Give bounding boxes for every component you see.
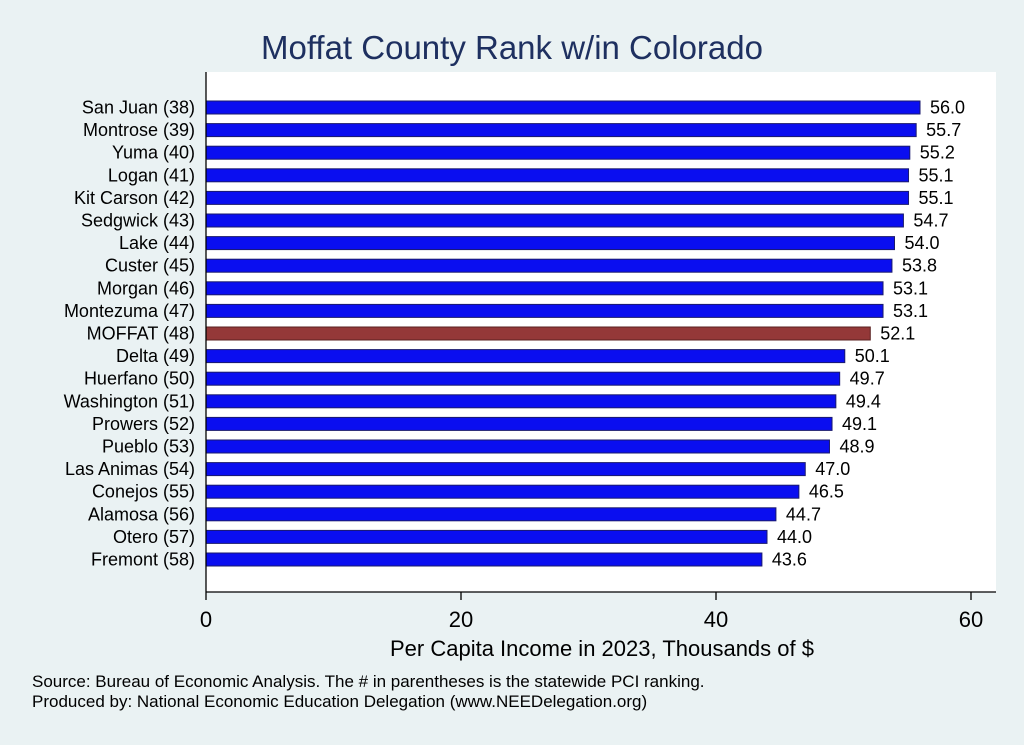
x-tick-label: 0: [200, 607, 212, 632]
category-label: Montezuma (47): [64, 301, 195, 321]
category-label: Alamosa (56): [88, 504, 195, 524]
value-label: 52.1: [880, 324, 915, 344]
category-label: Pueblo (53): [102, 437, 195, 457]
category-label: Yuma (40): [112, 143, 195, 163]
category-label: Conejos (55): [92, 482, 195, 502]
value-label: 44.0: [777, 527, 812, 547]
value-label: 55.2: [920, 143, 955, 163]
category-label: Sedgwick (43): [81, 211, 195, 231]
produced-by-note: Produced by: National Economic Education…: [32, 692, 648, 711]
value-label: 55.1: [919, 165, 954, 185]
x-axis-label: Per Capita Income in 2023, Thousands of …: [390, 636, 814, 661]
category-label: Delta (49): [116, 346, 195, 366]
bar: [205, 190, 910, 205]
bar: [205, 507, 777, 522]
bar: [205, 100, 921, 115]
x-tick-label: 20: [449, 607, 473, 632]
bar: [205, 168, 910, 183]
category-label: Morgan (46): [97, 278, 195, 298]
chart-title: Moffat County Rank w/in Colorado: [261, 29, 763, 66]
bar: [205, 552, 763, 567]
value-label: 49.7: [850, 369, 885, 389]
value-label: 56.0: [930, 98, 965, 118]
bar: [205, 416, 833, 431]
bar: [205, 281, 884, 296]
category-label: Logan (41): [108, 165, 195, 185]
bar: [205, 213, 904, 228]
value-label: 55.7: [926, 120, 961, 140]
value-label: 50.1: [855, 346, 890, 366]
value-label: 48.9: [839, 437, 874, 457]
bar: [205, 145, 911, 160]
value-label: 49.1: [842, 414, 877, 434]
chart: Moffat County Rank w/in Colorado San Jua…: [64, 29, 996, 661]
value-label: 43.6: [772, 550, 807, 570]
bars: San Juan (38) 56.0 Montrose (39) 55.7 Yuma (…: [64, 98, 965, 570]
value-label: 53.1: [893, 301, 928, 321]
x-axis: 0 20 40 60: [200, 591, 996, 632]
bar: [205, 236, 895, 251]
category-label: Kit Carson (42): [74, 188, 195, 208]
value-label: 54.7: [913, 211, 948, 231]
value-label: 55.1: [919, 188, 954, 208]
category-label: Washington (51): [64, 391, 195, 411]
bar: [205, 439, 830, 454]
category-label: Montrose (39): [83, 120, 195, 140]
category-label: Prowers (52): [92, 414, 195, 434]
category-label: MOFFAT (48): [87, 324, 195, 344]
value-label: 47.0: [815, 459, 850, 479]
category-label: Las Animas (54): [65, 459, 195, 479]
value-label: 54.0: [905, 233, 940, 253]
x-tick-label: 40: [704, 607, 728, 632]
source-note: Source: Bureau of Economic Analysis. The…: [32, 672, 705, 691]
value-label: 53.8: [902, 256, 937, 276]
bar: [205, 371, 841, 386]
category-label: Custer (45): [105, 256, 195, 276]
value-label: 46.5: [809, 482, 844, 502]
bar: [205, 394, 837, 409]
bar: [205, 258, 893, 273]
x-tick-label: 60: [959, 607, 983, 632]
category-label: Fremont (58): [91, 550, 195, 570]
bar: [205, 529, 768, 544]
category-label: Otero (57): [113, 527, 195, 547]
value-label: 49.4: [846, 391, 881, 411]
bar: [205, 303, 884, 318]
bar: [205, 462, 806, 477]
bar-highlight: [205, 326, 871, 341]
category-label: Lake (44): [119, 233, 195, 253]
category-label: Huerfano (50): [84, 369, 195, 389]
bar: [205, 484, 800, 499]
bar: [205, 349, 846, 364]
bar: [205, 123, 917, 138]
value-label: 53.1: [893, 278, 928, 298]
category-label: San Juan (38): [82, 98, 195, 118]
value-label: 44.7: [786, 504, 821, 524]
